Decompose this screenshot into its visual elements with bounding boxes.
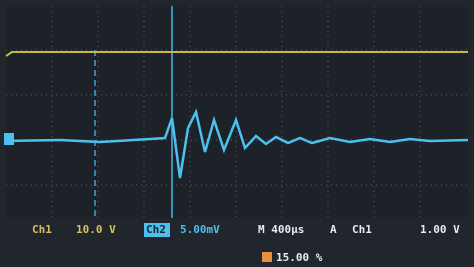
trigger-source: Ch1: [352, 223, 372, 236]
ch2-scale: 5.00mV: [180, 223, 220, 236]
position-icon: [262, 252, 272, 262]
trigger-level: 1.00 V: [420, 223, 460, 236]
trigger-position: 15.00 %: [276, 251, 323, 264]
trigger-mode: A: [330, 223, 337, 236]
ch2-label: Ch2: [146, 223, 166, 236]
ch2-marker: [4, 133, 14, 145]
timebase: M 400µs: [258, 223, 304, 236]
ch1-label: Ch1: [32, 223, 52, 236]
display-area: [6, 6, 468, 218]
oscilloscope-screen: Ch1 10.0 V Ch2 5.00mV M 400µs A Ch1 1.00…: [0, 0, 474, 267]
ch1-scale: 10.0 V: [76, 223, 116, 236]
